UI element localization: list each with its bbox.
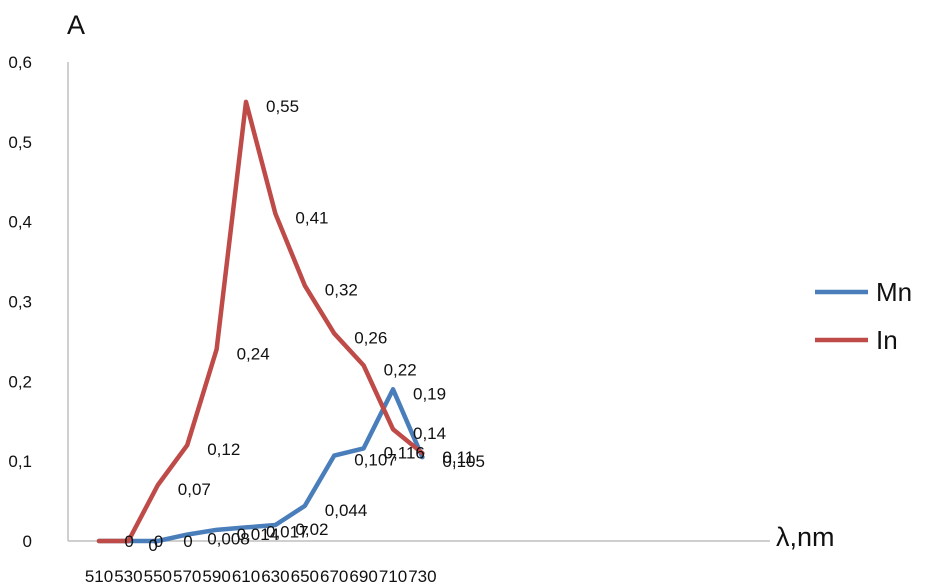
series-line-mn: [96, 387, 425, 544]
legend-label-mn: Mn: [876, 277, 912, 307]
data-label-in: 0,22: [384, 360, 417, 379]
data-label-in: 0,55: [266, 97, 299, 116]
x-tick-label: 630: [261, 567, 289, 586]
y-tick-label: 0,1: [8, 452, 32, 471]
data-label-in: 0,14: [413, 424, 446, 443]
chart-axes: [67, 62, 770, 542]
series-lines: [96, 99, 425, 544]
x-tick-label: 690: [349, 567, 377, 586]
data-label-mn: 0,19: [413, 384, 446, 403]
x-tick-label: 530: [114, 567, 142, 586]
x-tick-label: 670: [320, 567, 348, 586]
data-label-in: 0,11: [442, 448, 474, 467]
y-tick-label: 0,3: [8, 293, 32, 312]
data-label-in: 0,24: [237, 344, 270, 363]
data-label-mn: 0,014: [237, 525, 280, 544]
x-tick-label: 650: [291, 567, 319, 586]
data-label-mn: 0,008: [207, 530, 250, 549]
x-axis-title: λ,nm: [776, 522, 835, 552]
x-tick-label: 610: [232, 567, 260, 586]
data-label-mn: 0,105: [442, 452, 485, 471]
data-label-zero: 0: [183, 532, 192, 551]
x-tick-label: 590: [202, 567, 230, 586]
data-label-in: 0,07: [178, 480, 211, 499]
y-tick-label: 0,5: [8, 133, 32, 152]
y-axis-title: A: [67, 10, 85, 40]
data-label-in: 0,32: [325, 281, 358, 300]
x-tick-label: 570: [173, 567, 201, 586]
data-label-in: 0: [148, 536, 157, 555]
data-label-mn: 0,116: [384, 443, 425, 462]
data-label-mn: 0,044: [325, 501, 368, 520]
data-label-mn: 0,02: [295, 520, 328, 539]
legend: Mn In: [815, 277, 912, 355]
x-tick-label: 550: [144, 567, 172, 586]
y-tick-label: 0,4: [8, 213, 32, 232]
data-label-zero: 0: [124, 532, 133, 551]
data-label-in: 0,12: [207, 440, 240, 459]
data-label-mn: 0,017: [266, 522, 309, 541]
y-tick-label: 0,2: [8, 372, 32, 391]
y-tick-labels: 0 0,1 0,2 0,3 0,4 0,5 0,6: [8, 53, 32, 551]
data-label-mn: 0,107: [354, 451, 397, 470]
series-line-in: [96, 99, 425, 544]
data-label-zero: 0: [154, 532, 163, 551]
x-tick-label: 510: [85, 567, 113, 586]
y-tick-label: 0: [23, 532, 32, 551]
x-tick-label: 710: [379, 567, 407, 586]
x-tick-labels: 510 530 550 570 590 610 630 650 670 690 710 730: [85, 567, 437, 586]
data-label-in: 0,41: [295, 209, 328, 228]
legend-label-in: In: [876, 325, 898, 355]
y-tick-label: 0,6: [8, 53, 32, 72]
data-label-in: 0,26: [354, 328, 387, 347]
x-tick-label: 730: [408, 567, 436, 586]
